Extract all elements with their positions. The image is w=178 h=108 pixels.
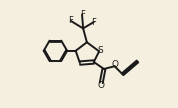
Text: F: F — [68, 16, 73, 25]
Text: F: F — [91, 17, 96, 27]
Text: O: O — [112, 60, 119, 69]
Text: F: F — [80, 10, 85, 19]
Text: S: S — [98, 46, 103, 55]
Text: O: O — [98, 81, 105, 91]
